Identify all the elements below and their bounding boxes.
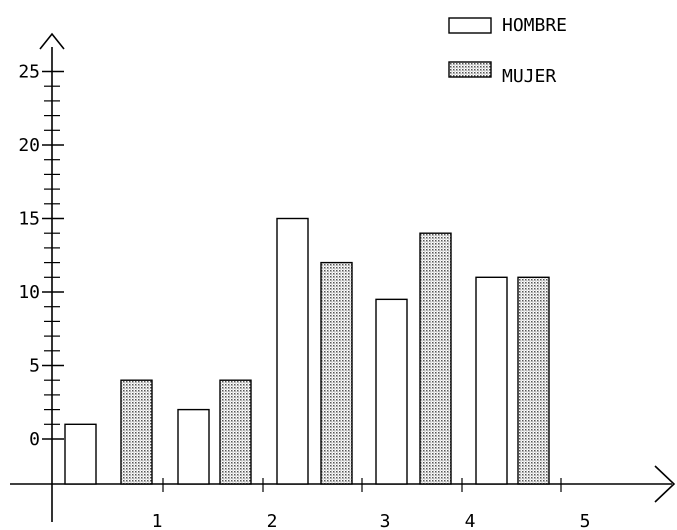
x-tick-label: 1	[152, 511, 163, 530]
bar-mujer	[419, 232, 452, 485]
bar-mujer	[320, 261, 353, 485]
y-tick-label: 20	[18, 135, 40, 156]
bar-hombre	[375, 298, 408, 485]
y-minor-ticks	[44, 85, 60, 425]
x-ticks: 1 2 3 4 5	[152, 478, 591, 530]
legend: HOMBRE MUJER	[448, 15, 567, 87]
legend-swatch-hombre	[448, 17, 492, 34]
bar-hombre	[64, 423, 97, 485]
legend-swatch-mujer	[448, 61, 492, 78]
legend-label-mujer: MUJER	[502, 66, 556, 87]
bars	[64, 217, 550, 485]
y-axis-arrow	[39, 32, 65, 50]
x-tick-label: 2	[267, 511, 278, 530]
bar-hombre	[276, 217, 309, 485]
bar-hombre	[475, 276, 508, 485]
y-tick-label: 15	[18, 209, 40, 230]
y-tick-label: 10	[18, 282, 40, 303]
x-tick-label: 3	[380, 511, 391, 530]
bar-mujer	[517, 276, 550, 485]
bar-mujer	[219, 379, 252, 485]
y-tick-label: 25	[18, 62, 40, 83]
legend-label-hombre: HOMBRE	[502, 15, 567, 36]
y-tick-label: 5	[29, 356, 40, 377]
x-tick-label: 5	[580, 511, 591, 530]
x-tick-label: 4	[465, 511, 476, 530]
y-ticks: 0 5 10 15 20 25	[18, 62, 64, 450]
bar-mujer	[120, 379, 153, 485]
bar-hombre	[177, 408, 210, 485]
y-tick-label: 0	[29, 429, 40, 450]
x-axis-arrow	[654, 465, 676, 503]
